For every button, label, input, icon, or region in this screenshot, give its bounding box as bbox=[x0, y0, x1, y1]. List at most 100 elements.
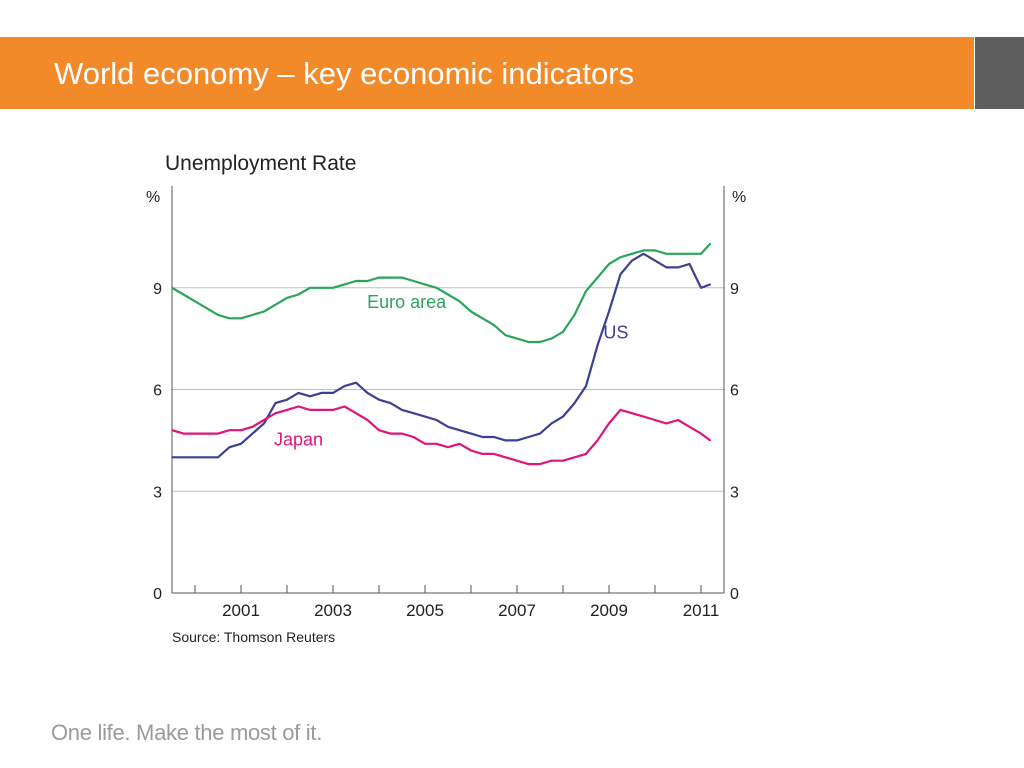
series-line-us bbox=[172, 252, 711, 459]
data-point bbox=[194, 456, 196, 459]
data-point bbox=[700, 432, 702, 435]
data-point bbox=[343, 385, 346, 387]
data-point bbox=[355, 381, 357, 384]
series-line-japan bbox=[171, 405, 711, 466]
data-point bbox=[171, 429, 173, 432]
data-point bbox=[217, 314, 219, 316]
data-point bbox=[527, 341, 530, 343]
data-point bbox=[447, 293, 449, 296]
data-point bbox=[447, 446, 449, 448]
data-point bbox=[539, 341, 541, 343]
data-point bbox=[504, 456, 507, 459]
data-point bbox=[596, 276, 599, 279]
data-point bbox=[539, 463, 541, 465]
data-point bbox=[263, 310, 265, 313]
data-point bbox=[378, 276, 380, 279]
data-point bbox=[263, 419, 265, 421]
data-point bbox=[332, 286, 334, 289]
data-point bbox=[343, 283, 346, 286]
data-point bbox=[274, 303, 277, 306]
chart-source: Source: Thomson Reuters bbox=[172, 629, 335, 645]
data-point bbox=[585, 290, 587, 292]
data-point bbox=[240, 442, 242, 445]
data-point bbox=[205, 456, 208, 459]
data-point bbox=[608, 422, 610, 425]
data-point bbox=[527, 436, 530, 438]
data-point bbox=[504, 334, 507, 337]
data-point bbox=[665, 253, 668, 255]
data-point bbox=[709, 242, 711, 245]
data-point bbox=[642, 249, 645, 252]
y-tick-label-right: 9 bbox=[730, 281, 739, 298]
data-point bbox=[297, 392, 300, 394]
data-point bbox=[700, 253, 702, 255]
data-point bbox=[194, 432, 196, 435]
data-point bbox=[355, 412, 357, 415]
data-point bbox=[481, 436, 484, 438]
data-point bbox=[504, 439, 507, 442]
data-point bbox=[573, 402, 576, 404]
data-point bbox=[332, 392, 334, 394]
data-point bbox=[274, 412, 277, 415]
data-point bbox=[654, 259, 656, 262]
data-point bbox=[596, 344, 599, 347]
chart-labels: 0 0 3 3 6 6 9 9% % 2001 2003 2005 2007 2009 2011 Euro a… bbox=[146, 189, 746, 645]
x-tick-label: 2003 bbox=[314, 601, 352, 620]
data-point bbox=[412, 412, 415, 415]
data-point bbox=[194, 300, 196, 303]
data-point bbox=[709, 283, 711, 286]
data-point bbox=[470, 432, 472, 435]
x-tick-label: 2005 bbox=[406, 601, 444, 620]
data-point bbox=[378, 398, 380, 401]
data-point bbox=[619, 256, 622, 259]
data-point bbox=[435, 442, 438, 445]
data-point bbox=[263, 422, 265, 425]
y-tick-label-right: 3 bbox=[730, 484, 739, 501]
data-point bbox=[573, 314, 576, 316]
y-tick-label-left: 3 bbox=[153, 484, 162, 501]
data-point bbox=[665, 266, 668, 269]
data-point bbox=[412, 280, 415, 282]
page-title: World economy – key economic indicators bbox=[54, 56, 635, 91]
y-tick-label-left: 0 bbox=[153, 586, 162, 603]
data-point bbox=[631, 253, 633, 255]
data-point bbox=[205, 432, 208, 435]
data-point bbox=[688, 263, 691, 265]
data-point bbox=[550, 337, 553, 340]
y-tick-label-left: 6 bbox=[153, 383, 162, 400]
data-point bbox=[608, 310, 610, 313]
data-point bbox=[435, 419, 438, 421]
data-point bbox=[332, 409, 334, 411]
series-lines bbox=[171, 242, 712, 466]
data-point bbox=[596, 439, 599, 442]
data-point bbox=[274, 402, 277, 404]
data-point bbox=[251, 426, 254, 428]
data-point bbox=[228, 446, 231, 448]
data-point bbox=[573, 456, 576, 459]
data-point bbox=[516, 439, 518, 442]
data-point bbox=[585, 385, 587, 387]
data-point bbox=[309, 409, 311, 411]
data-point bbox=[493, 453, 495, 455]
data-point bbox=[481, 317, 484, 320]
data-point bbox=[366, 392, 369, 394]
data-point bbox=[286, 398, 288, 401]
data-point bbox=[286, 409, 288, 411]
data-point bbox=[516, 337, 518, 340]
data-point bbox=[481, 453, 484, 455]
data-point bbox=[320, 409, 323, 411]
data-point bbox=[366, 419, 369, 421]
data-point bbox=[251, 432, 254, 435]
data-point bbox=[608, 263, 610, 265]
data-point bbox=[688, 253, 691, 255]
data-point bbox=[447, 426, 449, 428]
data-point bbox=[700, 286, 702, 289]
data-point bbox=[631, 412, 633, 415]
data-point bbox=[355, 280, 357, 282]
data-point bbox=[470, 310, 472, 313]
footer-tagline: One life. Make the most of it. bbox=[51, 720, 323, 745]
series-annotation: Euro area bbox=[367, 292, 447, 312]
data-point bbox=[709, 439, 711, 442]
data-point bbox=[493, 324, 495, 326]
y-unit-label-left: % bbox=[146, 189, 160, 206]
